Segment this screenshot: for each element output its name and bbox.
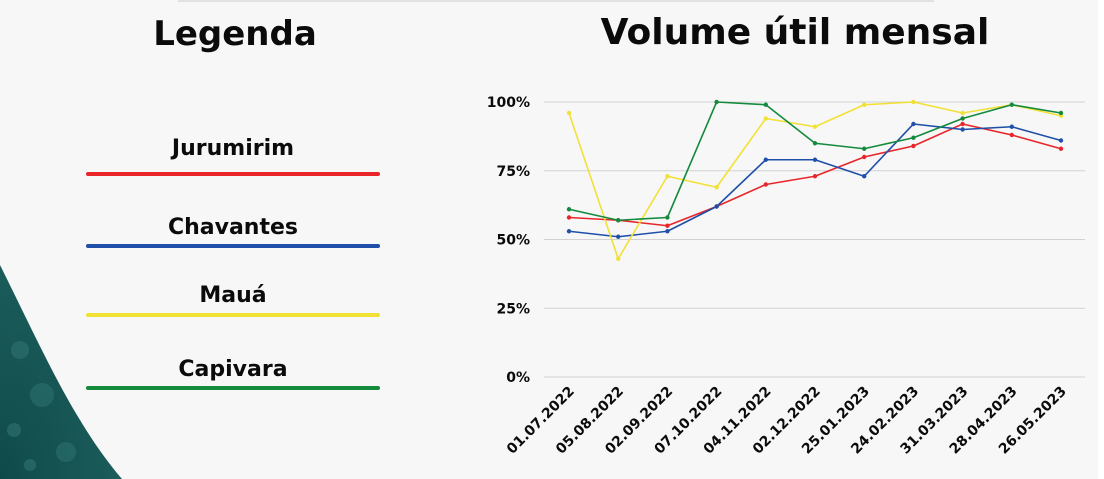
legend-item-jurumirim: Jurumirim xyxy=(86,136,380,176)
legend-line-swatch xyxy=(86,172,380,176)
data-point-chavantes xyxy=(960,127,965,132)
data-point-jurumirim xyxy=(812,174,818,179)
data-point-capivara xyxy=(1058,110,1064,116)
legend-item-capivara: Capivara xyxy=(86,357,380,390)
legend-item-chavantes: Chavantes xyxy=(86,215,380,248)
data-point-capivara xyxy=(616,218,621,223)
data-point-capivara xyxy=(1009,102,1014,107)
data-point-capivara xyxy=(763,102,768,107)
data-point-maua xyxy=(911,99,916,105)
data-point-jurumirim xyxy=(1058,146,1064,151)
data-point-jurumirim xyxy=(566,215,572,220)
data-point-jurumirim xyxy=(862,154,867,160)
data-point-chavantes xyxy=(566,229,572,234)
data-point-maua xyxy=(960,110,965,116)
data-point-maua xyxy=(812,124,818,129)
data-point-capivara xyxy=(812,141,818,146)
legend-line-swatch xyxy=(86,313,380,317)
data-point-capivara xyxy=(862,146,867,151)
right-border xyxy=(1098,0,1104,479)
top-divider xyxy=(178,0,934,2)
data-point-maua xyxy=(566,110,572,116)
data-point-jurumirim xyxy=(665,223,670,228)
data-point-capivara xyxy=(960,116,965,121)
data-point-jurumirim xyxy=(960,121,965,127)
data-point-chavantes xyxy=(665,229,670,234)
legend-label: Capivara xyxy=(178,357,288,382)
data-point-chavantes xyxy=(1009,124,1014,129)
data-point-chavantes xyxy=(1058,138,1064,143)
data-point-maua xyxy=(714,185,719,190)
y-tick-label: 50% xyxy=(496,233,530,249)
data-point-chavantes xyxy=(763,157,768,162)
data-point-maua xyxy=(665,174,670,179)
data-point-chavantes xyxy=(812,157,818,162)
data-point-jurumirim xyxy=(763,182,768,187)
data-point-capivara xyxy=(566,207,572,212)
chart-title: Volume útil mensal xyxy=(600,12,990,53)
legend-label: Chavantes xyxy=(167,215,299,240)
data-point-maua xyxy=(763,116,768,121)
y-tick-label: 100% xyxy=(487,95,530,111)
data-point-chavantes xyxy=(911,121,916,127)
legend-line-swatch xyxy=(86,244,380,248)
y-tick-label: 25% xyxy=(496,301,530,317)
y-tick-label: 75% xyxy=(496,164,530,180)
series-line-chavantes xyxy=(568,123,1062,238)
data-point-capivara xyxy=(665,215,670,220)
data-point-capivara xyxy=(714,99,719,105)
data-point-chavantes xyxy=(714,204,719,209)
data-point-maua xyxy=(616,256,621,261)
data-point-chavantes xyxy=(862,174,867,179)
legend-title: Legenda xyxy=(153,14,317,54)
data-point-maua xyxy=(862,102,867,107)
data-point-jurumirim xyxy=(1009,132,1014,138)
y-tick-label: 0% xyxy=(506,370,530,386)
legend-label: Jurumirim xyxy=(171,136,295,161)
data-point-chavantes xyxy=(616,234,621,239)
data-point-capivara xyxy=(911,135,916,140)
legend-item-maua: Mauá xyxy=(86,283,380,317)
legend-line-swatch xyxy=(86,386,380,390)
data-point-jurumirim xyxy=(911,143,916,149)
legend-label: Mauá xyxy=(199,283,267,308)
